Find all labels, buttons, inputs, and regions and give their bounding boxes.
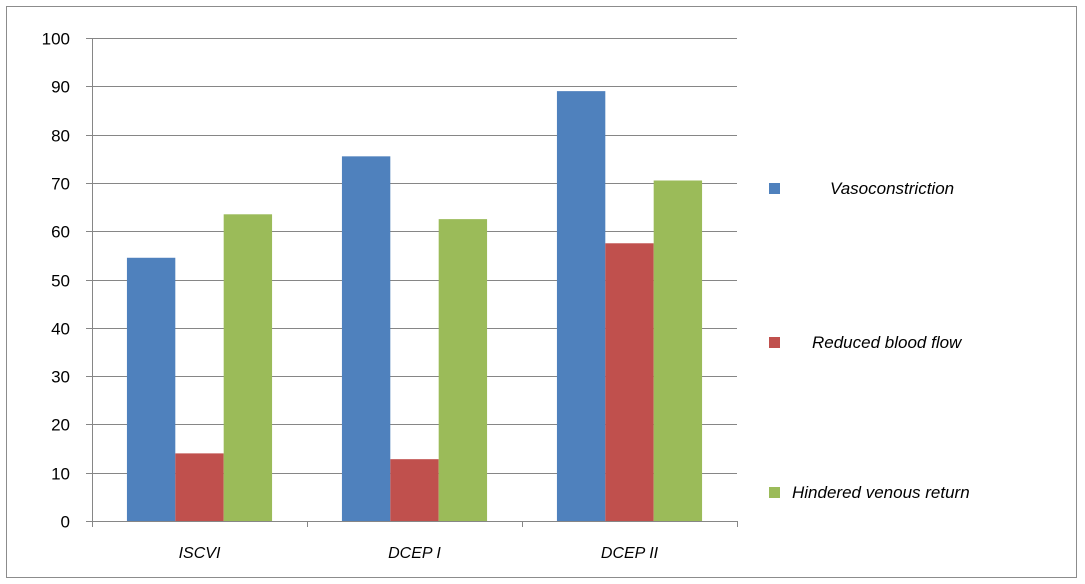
legend-label: Vasoconstriction xyxy=(830,179,954,198)
bar-reduced-blood-flow-dcep-i xyxy=(390,459,439,521)
x-tick-label: DCEP I xyxy=(388,545,441,562)
bar-vasoconstriction-iscvi xyxy=(126,257,176,521)
y-tick-label: 80 xyxy=(51,127,70,146)
bar-reduced-blood-flow-iscvi xyxy=(175,453,224,521)
bar-vasoconstriction-dcep-i xyxy=(341,156,391,521)
bars xyxy=(126,91,703,522)
axes xyxy=(86,38,738,527)
bar-reduced-blood-flow-dcep-ii xyxy=(605,243,654,521)
legend: Vasoconstriction Reduced blood flow Hinder… xyxy=(769,179,970,502)
legend-swatch xyxy=(769,337,780,348)
y-tick-label: 100 xyxy=(42,30,70,49)
x-tick-label: ISCVI xyxy=(179,545,221,562)
y-tick-label: 70 xyxy=(51,175,70,194)
legend-swatch xyxy=(769,487,780,498)
y-tick-label: 20 xyxy=(51,416,70,435)
bar-hindered-venous-return-dcep-ii xyxy=(653,180,703,522)
y-tick-label: 50 xyxy=(51,272,70,291)
x-tick-label: DCEP II xyxy=(601,545,659,562)
y-tick-label: 90 xyxy=(51,78,70,97)
bar-vasoconstriction-dcep-ii xyxy=(556,91,606,521)
y-tick-label: 60 xyxy=(51,223,70,242)
legend-label: Reduced blood flow xyxy=(812,333,963,352)
y-tick-label: 30 xyxy=(51,368,70,387)
bar-hindered-venous-return-dcep-i xyxy=(438,219,488,521)
legend-swatch xyxy=(769,183,780,194)
legend-label: Hindered venous return xyxy=(792,483,970,502)
y-tick-label: 40 xyxy=(51,320,70,339)
y-tick-label: 10 xyxy=(51,465,70,484)
y-tick-label: 0 xyxy=(61,513,70,532)
bar-hindered-venous-return-iscvi xyxy=(223,214,273,522)
x-axis-tick-labels: ISCVI DCEP I DCEP II xyxy=(179,545,659,562)
y-axis-tick-labels: 0 10 20 30 40 50 60 70 80 90 100 xyxy=(42,30,70,532)
